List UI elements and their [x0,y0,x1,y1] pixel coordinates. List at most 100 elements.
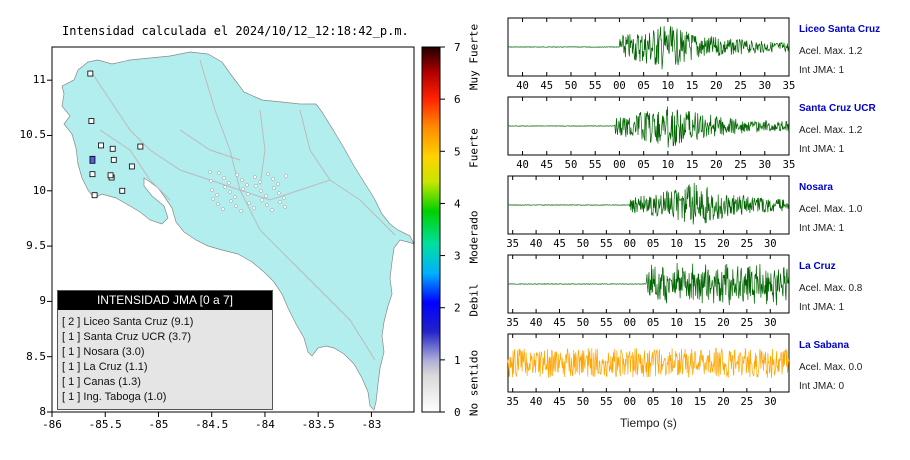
station-marker [109,145,116,152]
station-accel: Acel. Max. 0.0 [799,362,863,373]
town-dot [234,204,238,208]
lat-tick-label: 8.5 [26,349,46,363]
map-frame [51,46,415,413]
station-marker [98,142,104,149]
town-dot [253,175,257,179]
legend-item: [ 1 ] Santa Cruz UCR (3.7) [62,331,191,343]
legend-item: [ 1 ] Nosara (3.0) [62,346,145,358]
station-marker [110,156,117,163]
time-tick-label: 30 [764,317,777,329]
colorbar-scale [421,46,441,413]
waveform-panel: 35 40 45 50 55 00 05 10 15 20 25 30 [506,175,790,250]
station-marker [128,163,135,170]
time-tick-label: 30 [764,238,777,250]
time-tick-label: 05 [637,80,650,92]
station-name: Liceo Santa Cruz [799,24,881,35]
time-tick-label: 20 [717,238,730,250]
town-dot [278,200,282,204]
time-tick-label: 55 [589,80,602,92]
lon-tick-label: -83 [361,418,382,431]
time-tick-label: 15 [686,80,699,92]
station-marker [137,143,144,150]
time-tick-label: 50 [577,317,590,329]
town-dot [240,178,244,182]
time-tick-label: 00 [623,396,636,408]
colorbar-tick-label: 2 [454,302,461,315]
legend-title: INTENSIDAD JMA [0 a 7] [58,291,272,310]
time-tick-label: 15 [694,317,707,329]
time-tick-label: 05 [647,317,660,329]
time-tick-label: 50 [565,80,578,92]
time-tick-label: 00 [613,159,626,171]
town-dot [258,180,262,184]
station-marker [88,118,95,125]
lat-tick-label: 11 [32,73,46,87]
station-marker [107,172,114,179]
station-accel: Acel. Max. 1.2 [799,46,863,57]
lat-tick-label: 10.5 [19,128,47,142]
lat-tick-label: 9.5 [26,239,46,253]
time-tick-label: 10 [670,396,683,408]
time-tick-label: 00 [623,238,636,250]
station-marker [119,187,126,194]
town-dot [270,208,274,212]
time-tick-label: 35 [783,80,796,92]
time-tick-label: 10 [662,159,675,171]
waveform-panel: 40 45 50 55 00 05 10 15 20 25 30 35 [507,17,796,92]
town-dot [276,182,280,186]
time-tick-label: 35 [506,317,519,329]
intensity-legend: INTENSIDAD JMA [0 a 7] [ 2 ] Liceo Santa… [57,290,273,410]
town-dot [221,207,225,211]
town-dot [211,197,215,201]
lon-tick-label: -85 [148,418,169,431]
station-marker-highlight [89,155,96,164]
town-dot [222,176,226,180]
time-tick-label: 00 [613,80,626,92]
time-tick-label: 50 [565,159,578,171]
time-tick-label: 25 [734,80,747,92]
lon-tick-label: -86 [42,418,62,431]
town-dot [247,201,251,205]
time-tick-label: 55 [600,238,613,250]
time-tick-label: 30 [758,159,771,171]
map-title: Intensidad calculada el 2024/10/12_12:18… [62,24,409,38]
town-dot [282,196,286,200]
legend-item: [ 1 ] La Cruz (1.1) [62,361,148,373]
town-dot [246,192,250,196]
legend-item: [ 2 ] Liceo Santa Cruz (9.1) [62,316,194,328]
colorbar-tick-label: 4 [454,197,461,210]
town-dot [272,186,276,190]
colorbar-tick-label: 5 [454,145,461,158]
time-tick-label: 05 [647,238,660,250]
town-dot [210,188,214,192]
colorbar-category-label: Muy Fuerte [467,23,481,91]
time-tick-label: 10 [662,80,675,92]
waveform-panel: 35 40 45 50 55 00 05 10 15 20 25 30 [506,333,790,408]
time-tick-label: 50 [577,238,590,250]
town-dot [259,189,263,193]
station-intensity: Int JMA: 1 [799,144,845,155]
station-name: Santa Cruz UCR [799,103,876,114]
lat-tick-label: 10 [32,183,46,197]
time-tick-label: 45 [540,80,553,92]
time-tick-label: 20 [717,396,730,408]
time-tick-label: 45 [540,159,553,171]
colorbar-category-label: Moderado [467,210,481,264]
colorbar-tick-label: 7 [454,41,461,54]
time-tick-label: 20 [710,80,723,92]
time-tick-label: 45 [553,396,566,408]
town-dot [260,198,264,202]
town-dot [266,172,270,176]
lon-tick-label: -83.5 [301,418,335,431]
intensity-colorbar: 0 1 2 3 4 5 6 7 [421,41,461,419]
colorbar-category-label: Fuerte [467,128,481,168]
time-tick-label: 35 [506,238,519,250]
time-tick-label: 55 [600,396,613,408]
town-dot [252,206,256,210]
time-tick-label: 10 [670,317,683,329]
time-axis-label: Tiempo (s) [620,416,677,430]
town-dot [216,202,220,206]
station-intensity: Int JMA: 1 [799,223,845,234]
time-tick-label: 15 [694,238,707,250]
waveform-panels: 40 45 50 55 00 05 10 15 20 25 30 35 40 45 50 55 00 05 10 15… [506,17,796,408]
